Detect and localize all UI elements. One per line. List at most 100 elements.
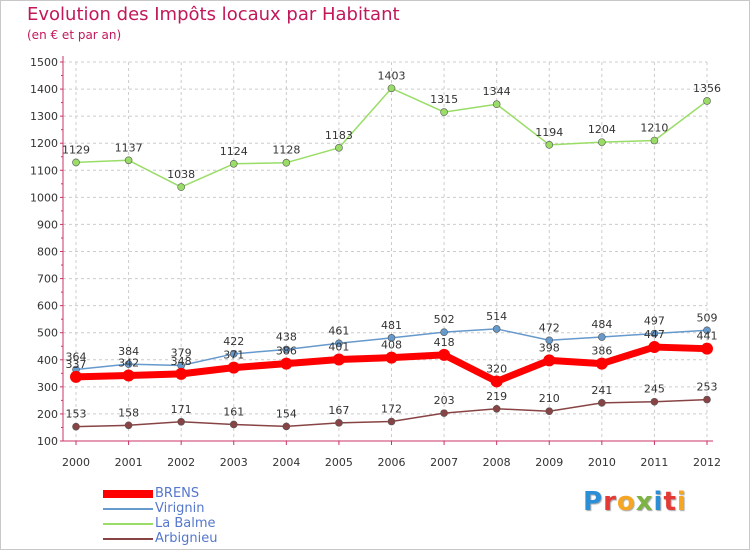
proxiti-logo: Proxiti — [583, 487, 687, 517]
legend-label: BRENS — [155, 486, 200, 501]
data-label: 253 — [697, 381, 718, 394]
data-point — [545, 407, 554, 416]
data-point — [492, 404, 501, 413]
x-tick-label: 2006 — [378, 456, 406, 469]
logo-letter: r — [603, 487, 617, 517]
legend-swatch — [103, 490, 153, 498]
logo-letter: x — [635, 487, 654, 517]
y-tick-label: 1300 — [30, 110, 58, 123]
data-label: 502 — [434, 313, 455, 326]
data-point — [701, 342, 713, 355]
data-label: 384 — [118, 345, 139, 358]
logo-letter: t — [663, 487, 677, 517]
x-tick-label: 2011 — [640, 456, 668, 469]
data-label: 203 — [434, 394, 455, 407]
data-point — [387, 417, 396, 426]
data-point — [492, 100, 501, 109]
y-tick-label: 700 — [37, 273, 58, 286]
data-label: 1194 — [535, 126, 563, 139]
data-label: 1403 — [378, 69, 406, 82]
data-label: 497 — [644, 315, 665, 328]
data-label: 219 — [486, 390, 507, 403]
legend-swatch — [103, 508, 153, 510]
y-tick-label: 100 — [37, 435, 58, 448]
data-label: 171 — [171, 403, 192, 416]
data-point — [280, 357, 293, 370]
data-point — [545, 141, 554, 149]
data-point — [175, 367, 188, 380]
y-tick-label: 500 — [37, 327, 58, 340]
data-label: 447 — [644, 328, 665, 341]
data-point — [438, 348, 451, 361]
y-tick-label: 1000 — [30, 191, 58, 204]
x-tick-label: 2008 — [483, 456, 511, 469]
data-point — [385, 351, 398, 364]
data-label: 1183 — [325, 129, 353, 142]
data-point — [122, 369, 135, 382]
data-label: 1038 — [167, 168, 195, 181]
data-label: 1356 — [693, 82, 721, 95]
x-tick-label: 2002 — [167, 456, 195, 469]
data-label: 418 — [434, 336, 455, 349]
chart-subtitle: (en € et par an) — [27, 28, 122, 42]
legend-swatch — [103, 538, 153, 540]
data-point — [650, 329, 659, 338]
legend-label: Arbignieu — [155, 531, 218, 546]
data-point — [648, 341, 661, 354]
data-point — [335, 419, 343, 427]
data-point — [124, 360, 133, 368]
data-label: 1210 — [640, 122, 668, 135]
data-point — [227, 361, 240, 374]
data-point — [440, 108, 448, 116]
y-tick-label: 1100 — [30, 164, 58, 177]
data-label: 1129 — [62, 143, 90, 156]
x-tick-label: 2009 — [535, 456, 563, 469]
y-tick-label: 1200 — [30, 137, 58, 150]
data-point — [72, 158, 80, 167]
legend-label: Virignin — [155, 501, 205, 516]
data-point — [387, 334, 396, 342]
legend-swatch — [103, 523, 153, 525]
data-label: 408 — [381, 339, 402, 352]
data-point — [387, 84, 396, 93]
logo-letter: o — [616, 487, 636, 517]
y-tick-label: 900 — [37, 218, 58, 231]
x-tick-label: 2005 — [325, 456, 353, 469]
data-label: 172 — [381, 403, 402, 416]
data-label: 245 — [644, 383, 665, 396]
data-point — [650, 397, 659, 406]
data-label: 1124 — [220, 145, 248, 158]
data-point — [598, 138, 606, 146]
data-point — [124, 421, 133, 430]
data-label: 438 — [276, 330, 297, 343]
chart-title: Evolution des Impôts locaux par Habitant — [27, 4, 400, 25]
data-label: 1128 — [272, 144, 300, 157]
data-label: 337 — [66, 358, 87, 371]
data-point — [177, 417, 185, 426]
data-label: 348 — [171, 355, 192, 368]
data-label: 386 — [591, 345, 612, 358]
data-point — [177, 183, 185, 191]
data-label: 441 — [697, 330, 718, 343]
data-label: 371 — [223, 349, 244, 362]
data-point — [543, 354, 556, 367]
data-label: 1344 — [483, 85, 511, 98]
data-label: 158 — [118, 406, 139, 419]
y-tick-label: 200 — [37, 408, 58, 421]
data-label: 154 — [276, 407, 297, 420]
data-label: 401 — [328, 341, 349, 354]
data-label: 509 — [697, 311, 718, 324]
data-label: 379 — [171, 346, 192, 359]
data-point — [70, 370, 82, 383]
x-tick-label: 2000 — [62, 456, 90, 469]
data-point — [595, 357, 608, 370]
data-label: 153 — [66, 408, 87, 421]
data-point — [335, 144, 343, 152]
data-point — [332, 353, 345, 366]
logo-letter: i — [653, 487, 664, 517]
y-tick-label: 600 — [37, 300, 58, 313]
data-label: 210 — [539, 392, 560, 405]
y-tick-label: 1400 — [30, 83, 58, 96]
data-point — [598, 333, 606, 341]
x-tick-label: 2003 — [220, 456, 248, 469]
